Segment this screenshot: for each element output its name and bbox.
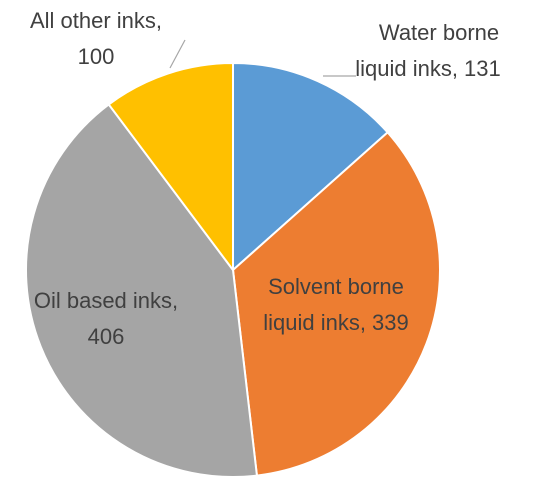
label-water-borne-line1: Water borne [379,20,499,45]
label-solvent-borne-line2: liquid inks, 339 [263,310,409,335]
leader-lines [169,39,356,77]
slice-oil-based [25,103,259,478]
label-all-other: All other inks, [30,8,162,33]
label-oil-based-line1: Oil based inks, [34,288,178,313]
leader-line-all-other [169,39,186,69]
label-solvent-borne: Solvent borne [268,274,404,299]
label-solvent-borne-line1: Solvent borne [268,274,404,299]
pie-slices [25,61,441,478]
label-oil-based-line2: 406 [88,324,125,349]
label-oil-based: Oil based inks, [34,288,178,313]
label-oil-based-2: 406 [88,324,125,349]
label-all-other-line2: 100 [78,44,115,69]
slice-labels: Water borne liquid inks, 131 Solvent bor… [30,8,501,349]
label-water-borne: Water borne [379,20,499,45]
slice-water-borne [232,61,390,273]
label-all-other-2: 100 [78,44,115,69]
label-solvent-borne-2: liquid inks, 339 [263,310,409,335]
slice-solvent-borne [231,130,441,477]
label-all-other-line1: All other inks, [30,8,162,33]
label-water-borne-2: liquid inks, 131 [355,56,501,81]
slice-all-other [107,61,234,273]
label-water-borne-line2: liquid inks, 131 [355,56,501,81]
